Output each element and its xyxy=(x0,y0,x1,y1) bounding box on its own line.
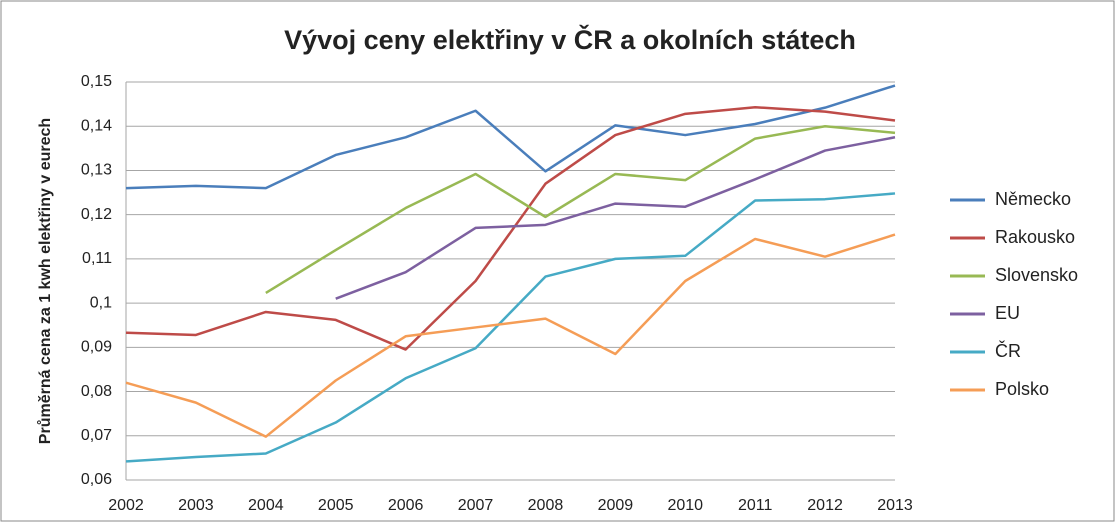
line-series xyxy=(125,233,896,438)
line-series xyxy=(265,124,896,295)
x-tick-label: 2010 xyxy=(667,497,703,514)
y-tick-label: 0,14 xyxy=(81,117,112,134)
y-tick-label: 0,06 xyxy=(81,471,112,488)
y-tick-label: 0,09 xyxy=(81,339,112,356)
legend-label: Německo xyxy=(995,189,1071,209)
y-tick-label: 0,08 xyxy=(81,383,112,400)
x-tick-label: 2009 xyxy=(598,497,634,514)
x-tick-label: 2007 xyxy=(458,497,494,514)
y-tick-label: 0,1 xyxy=(90,294,112,311)
line-series xyxy=(125,192,896,463)
y-tick-label: 0,15 xyxy=(81,73,112,90)
x-tick-label: 2006 xyxy=(388,497,424,514)
y-tick-label: 0,07 xyxy=(81,427,112,444)
line-series xyxy=(335,136,896,300)
legend-label: Slovensko xyxy=(995,265,1078,285)
y-tick-label: 0,11 xyxy=(82,250,112,267)
chart-title: Vývoj ceny elektřiny v ČR a okolních stá… xyxy=(284,24,856,55)
line-series xyxy=(125,105,896,351)
x-tick-label: 2005 xyxy=(318,497,354,514)
x-tick-label: 2004 xyxy=(248,497,284,514)
line-series xyxy=(125,84,896,190)
y-axis-title: Průměrná cena za 1 kwh elektřiny v eurec… xyxy=(37,118,54,444)
x-tick-label: 2013 xyxy=(877,497,913,514)
legend-label: EU xyxy=(995,303,1020,323)
y-tick-label: 0,12 xyxy=(81,206,112,223)
legend-label: Polsko xyxy=(995,379,1049,399)
x-tick-label: 2003 xyxy=(178,497,214,514)
legend-label: Rakousko xyxy=(995,227,1075,247)
x-tick-label: 2011 xyxy=(738,497,773,514)
x-tick-label: 2002 xyxy=(108,497,144,514)
legend-label: ČR xyxy=(995,340,1021,361)
x-tick-label: 2008 xyxy=(528,497,564,514)
x-tick-label: 2012 xyxy=(807,497,843,514)
y-tick-label: 0,13 xyxy=(81,162,112,179)
